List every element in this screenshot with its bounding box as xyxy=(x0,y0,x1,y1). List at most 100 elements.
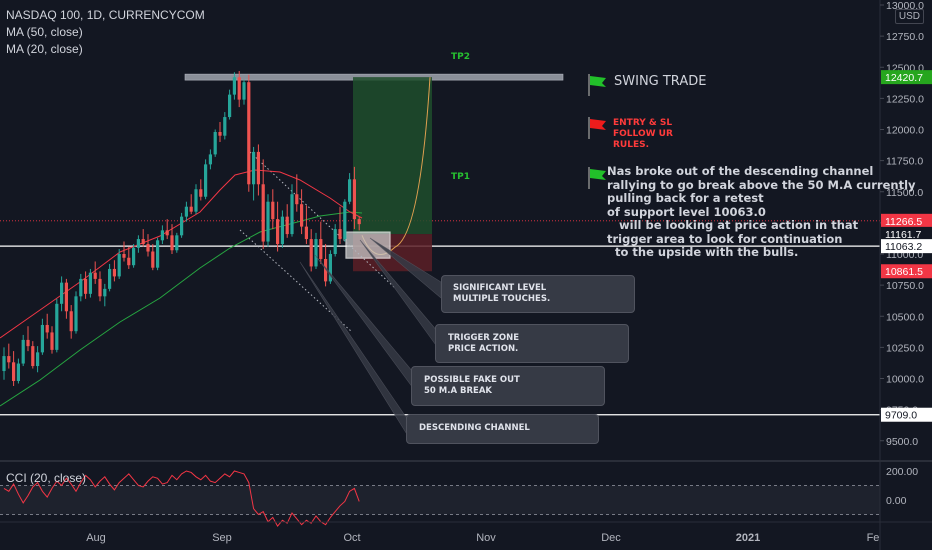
candle-body xyxy=(333,229,337,254)
candle-body xyxy=(352,179,356,220)
callout-fake-out[interactable]: POSSIBLE FAKE OUT 50 M.A BREAK xyxy=(411,366,605,406)
candle-body xyxy=(271,201,275,220)
price-label-bg xyxy=(881,213,932,228)
y-tick-label: 10000.0 xyxy=(886,374,924,386)
swing-trade-title: SWING TRADE xyxy=(614,74,707,89)
candle-body xyxy=(295,194,299,205)
candle-body xyxy=(309,239,313,267)
y-tick-label: 10250.0 xyxy=(886,342,924,354)
candle-body xyxy=(261,184,265,242)
descending-channel xyxy=(239,151,396,333)
candle-body xyxy=(84,278,88,294)
y-tick-label: 10500.0 xyxy=(886,311,924,323)
candle-body xyxy=(285,216,289,235)
candle-body xyxy=(228,94,232,118)
candle-body xyxy=(199,189,203,197)
ma50-line xyxy=(0,211,363,407)
candle-body xyxy=(127,257,131,266)
candle-body xyxy=(242,82,246,100)
cci-legend: CCI (20, close) xyxy=(6,471,87,485)
y-tick-label: 9500.0 xyxy=(886,436,918,448)
cci-tick-label: 200.00 xyxy=(886,466,918,478)
candle-body xyxy=(31,346,35,367)
ma50-legend: MA (50, close) xyxy=(6,25,83,39)
candle-body xyxy=(237,77,241,100)
price-label-bg xyxy=(881,239,932,254)
ma20-line xyxy=(0,169,363,339)
price-label-text: 11266.5 xyxy=(885,216,922,228)
y-tick-label: 12250.0 xyxy=(886,93,924,105)
candle-body xyxy=(160,230,164,241)
entry-sl-note: ENTRY & SL FOLLOW UR RULES. xyxy=(613,118,673,150)
candle-body xyxy=(194,189,198,212)
candle-body xyxy=(141,239,145,245)
price-label-text: 12420.7 xyxy=(885,72,923,84)
trade-box xyxy=(345,77,432,272)
candle-body xyxy=(88,272,92,294)
candle-body xyxy=(36,352,40,367)
candle-body xyxy=(319,239,323,259)
candle-body xyxy=(218,131,222,136)
x-tick-label: Fe xyxy=(867,532,880,544)
ma20-legend: MA (20, close) xyxy=(6,42,83,56)
green-flag-icon xyxy=(588,167,606,189)
candle-body xyxy=(300,204,304,227)
callout-trigger-zone[interactable]: TRIGGER ZONE PRICE ACTION. xyxy=(435,324,629,363)
channel-upper xyxy=(249,151,396,289)
price-label-bg xyxy=(881,264,932,279)
green-flag-icon xyxy=(588,74,606,96)
candle-body xyxy=(343,201,347,240)
x-tick-label: Aug xyxy=(86,532,106,544)
candle-body xyxy=(79,278,83,297)
x-tick-label: Oct xyxy=(343,532,360,544)
price-label-bg xyxy=(881,407,932,422)
candle-body xyxy=(103,288,107,297)
candle-body xyxy=(98,278,102,297)
trigger-zone-box xyxy=(345,231,391,259)
cci-tick-label: 0.00 xyxy=(886,495,907,507)
candle-body xyxy=(64,282,68,312)
callout-descending-channel[interactable]: DESCENDING CHANNEL xyxy=(406,414,599,444)
candle-body xyxy=(16,363,20,381)
candle-body xyxy=(136,239,140,248)
candle-body xyxy=(247,82,251,185)
y-tick-label: 11500.0 xyxy=(886,187,923,199)
candle-body xyxy=(2,356,6,372)
candle-body xyxy=(324,258,328,282)
candle-body xyxy=(165,230,169,236)
tp2-label: TP2 xyxy=(451,52,470,62)
y-tick-label: 10750.0 xyxy=(886,280,924,292)
callout-significant-level[interactable]: SIGNIFICANT LEVEL MULTIPLE TOUCHES. xyxy=(441,275,635,313)
candle-body xyxy=(180,216,184,236)
candle-body xyxy=(184,206,188,217)
candle-body xyxy=(266,201,270,242)
candle-body xyxy=(74,296,78,332)
candle-body xyxy=(112,268,116,277)
cci-pane xyxy=(0,470,880,527)
callout-pointer xyxy=(314,254,414,389)
target-zone xyxy=(353,77,432,235)
candle-body xyxy=(304,226,308,240)
x-tick-label: Dec xyxy=(601,532,621,544)
candle-body xyxy=(69,311,73,332)
candle-body xyxy=(175,235,179,251)
x-tick-label: Nov xyxy=(476,532,496,544)
candles xyxy=(2,70,361,386)
candle-body xyxy=(252,151,256,185)
candle-body xyxy=(170,235,174,251)
channel-lower xyxy=(239,229,353,333)
candle-body xyxy=(348,179,352,202)
candle-body xyxy=(208,154,212,165)
candle-body xyxy=(50,332,54,350)
candle-body xyxy=(146,244,150,252)
candle-body xyxy=(232,77,236,95)
candle-body xyxy=(132,247,136,266)
currency-badge[interactable]: USD xyxy=(894,9,924,24)
candle-body xyxy=(108,268,112,289)
candle-body xyxy=(280,216,284,245)
candle-body xyxy=(40,324,44,353)
candle-body xyxy=(93,272,97,279)
candle-body xyxy=(122,254,126,258)
candle-body xyxy=(189,206,193,212)
